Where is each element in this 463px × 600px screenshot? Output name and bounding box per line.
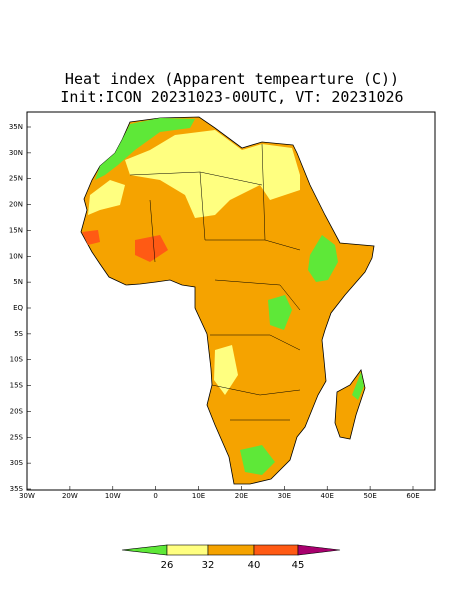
lat-tick-label: 30S xyxy=(10,459,24,467)
lat-tick-label: 15N xyxy=(9,226,23,234)
lon-tick-label: 30E xyxy=(278,492,291,500)
south-green xyxy=(240,445,275,475)
colorbar: 26 32 40 45 xyxy=(121,544,341,571)
colorbar-label: 40 xyxy=(248,560,261,571)
lon-tick-label: 40E xyxy=(321,492,334,500)
lon-tick-label: 0 xyxy=(153,492,157,500)
east-green xyxy=(268,295,292,330)
lat-tick-label: 5N xyxy=(13,278,23,286)
lat-tick-label: 10S xyxy=(10,356,24,364)
lon-tick-label: 30W xyxy=(19,492,35,500)
colorbar-label: 26 xyxy=(161,560,174,571)
lat-tick-label: EQ xyxy=(13,304,23,312)
colorbar-label: 45 xyxy=(292,560,305,571)
colorbar-segment xyxy=(166,544,209,556)
colorbar-segment xyxy=(207,544,255,556)
lat-tick-label: 20N xyxy=(9,201,23,209)
lon-tick-label: 20E xyxy=(235,492,248,500)
borders xyxy=(129,143,301,421)
colorbar-segment xyxy=(297,544,341,556)
lat-tick-label: 35S xyxy=(10,485,24,493)
mediterranean-green xyxy=(95,118,195,180)
colorbar-segment xyxy=(121,544,168,556)
colorbar-segment xyxy=(253,544,299,556)
senegal-red xyxy=(82,230,100,245)
lon-tick-label: 10E xyxy=(192,492,205,500)
lat-tick-label: 25S xyxy=(10,433,24,441)
sahara-yellow xyxy=(125,130,300,218)
lon-tick-label: 20W xyxy=(62,492,78,500)
lon-tick-label: 50E xyxy=(363,492,376,500)
lat-tick-label: 20S xyxy=(10,407,24,415)
lat-tick-label: 35N xyxy=(9,123,23,131)
lat-tick-label: 30N xyxy=(9,149,23,157)
southwest-yellow xyxy=(214,345,238,395)
west-yellow xyxy=(88,180,125,215)
lat-tick-label: 15S xyxy=(10,382,24,390)
map-ticks: 35N 30N 25N 20N 15N 10N 5N EQ 5S 10S 15S 20S 25S 30S 3… xyxy=(9,123,420,500)
madagascar-green xyxy=(352,372,364,400)
africa xyxy=(80,116,375,485)
lat-tick-label: 25N xyxy=(9,175,23,183)
colorbar-label: 32 xyxy=(202,560,215,571)
title: Heat index (Apparent tempearture (C)) xyxy=(65,70,399,88)
map xyxy=(26,111,436,491)
lat-tick-label: 10N xyxy=(9,252,23,260)
ethiopia-green xyxy=(308,235,338,282)
sahel-red xyxy=(135,235,168,262)
lon-tick-label: 60E xyxy=(406,492,419,500)
lon-tick-label: 10W xyxy=(105,492,121,500)
subtitle: Init:ICON 20231023-00UTC, VT: 20231026 xyxy=(60,88,403,106)
lat-tick-label: 5S xyxy=(14,330,23,338)
